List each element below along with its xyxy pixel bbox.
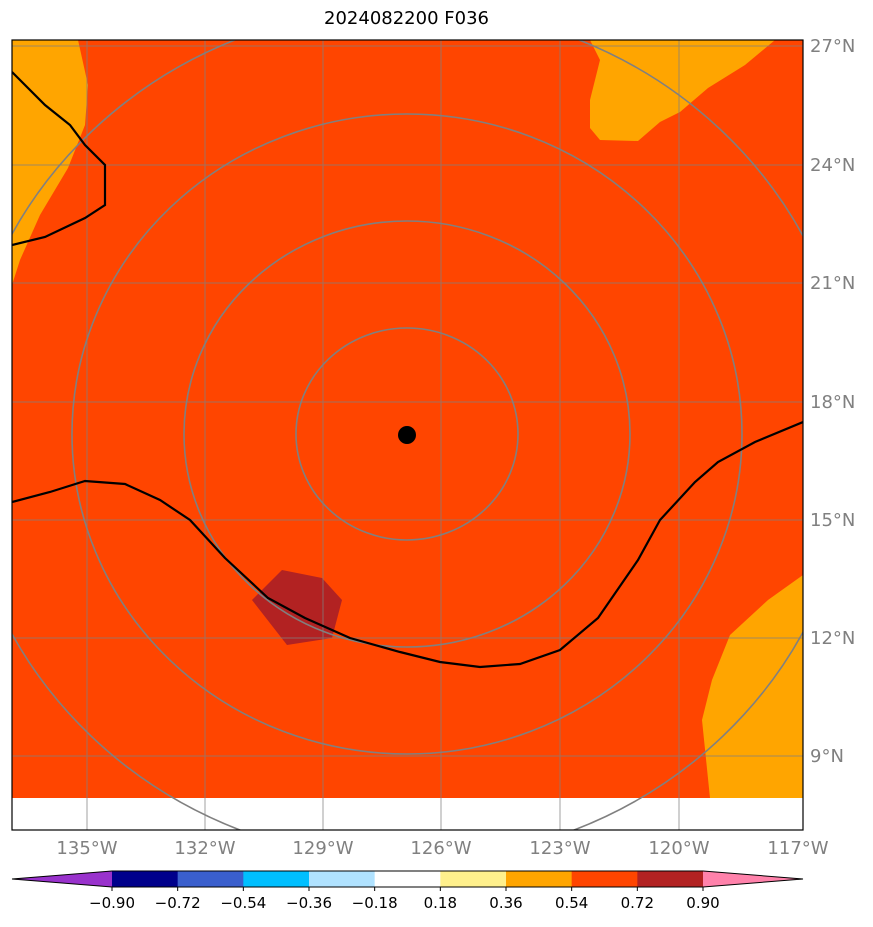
lat-label: 27°N <box>810 36 855 57</box>
colorbar-tick-label: −0.90 <box>89 894 135 912</box>
colorbar-segment <box>243 871 310 887</box>
colorbar-segment <box>637 871 704 887</box>
contour-lines <box>12 71 803 669</box>
lat-label: 15°N <box>810 510 855 531</box>
colorbar-tick-label: 0.90 <box>686 894 719 912</box>
field-fill-orangered <box>12 40 803 798</box>
field-fill-orange-se <box>702 575 803 798</box>
gridlines <box>12 40 803 830</box>
lat-label: 24°N <box>810 155 855 176</box>
contour-main <box>12 420 803 669</box>
no-data-band <box>12 798 803 830</box>
colorbar-tick-label: −0.72 <box>155 894 201 912</box>
colorbar-segment <box>374 871 441 887</box>
colorbar-tick-label: 0.18 <box>424 894 457 912</box>
map-frame <box>11 39 804 831</box>
colorbar-tick-label: −0.18 <box>352 894 398 912</box>
colorbar-segment <box>440 871 507 887</box>
map-area <box>12 40 803 830</box>
colorbar-segment <box>571 871 638 887</box>
lat-label: 18°N <box>810 392 855 413</box>
lon-label: 135°W <box>56 838 117 859</box>
range-ring-2 <box>183 220 631 648</box>
lon-label: 126°W <box>410 838 471 859</box>
field-fill-orange-n <box>240 40 775 141</box>
lat-labels: 27°N 24°N 21°N 18°N 15°N 12°N 9°N <box>810 36 855 767</box>
lon-label: 120°W <box>648 838 709 859</box>
colorbar-extend-high <box>703 871 803 887</box>
field-fill-orange-nw <box>12 40 88 285</box>
colorbar-tick-label: −0.54 <box>220 894 266 912</box>
colorbar-segment <box>177 871 244 887</box>
lat-label: 12°N <box>810 628 855 649</box>
range-ring-3 <box>71 113 743 755</box>
colorbar-tick-label: 0.36 <box>489 894 522 912</box>
range-rings <box>12 40 803 830</box>
lon-label: 132°W <box>174 838 235 859</box>
contour-nw <box>12 71 107 247</box>
colorbar-tick-label: 0.72 <box>621 894 654 912</box>
lat-label: 21°N <box>810 273 855 294</box>
colorbar: −0.90 −0.72 −0.54 −0.36 −0.18 0.18 0.36 0.54 0.7… <box>11 870 804 912</box>
colorbar-tick-label: 0.54 <box>555 894 588 912</box>
colorbar-segment <box>309 871 376 887</box>
colorbar-tick-label: −0.36 <box>286 894 332 912</box>
lat-label: 9°N <box>810 746 844 767</box>
map-title: 2024082200 F036 <box>324 8 489 29</box>
lon-labels: 135°W 132°W 129°W 126°W 123°W 120°W 117°… <box>56 838 828 859</box>
field-fill-darkred <box>252 570 342 645</box>
colorbar-extend-low <box>12 871 112 887</box>
range-ring-1 <box>295 327 519 541</box>
lon-label: 129°W <box>292 838 353 859</box>
lon-label: 117°W <box>767 838 828 859</box>
lon-label: 123°W <box>529 838 590 859</box>
storm-center-dot <box>398 426 416 444</box>
colorbar-segment <box>112 871 179 887</box>
colorbar-segment <box>506 871 573 887</box>
